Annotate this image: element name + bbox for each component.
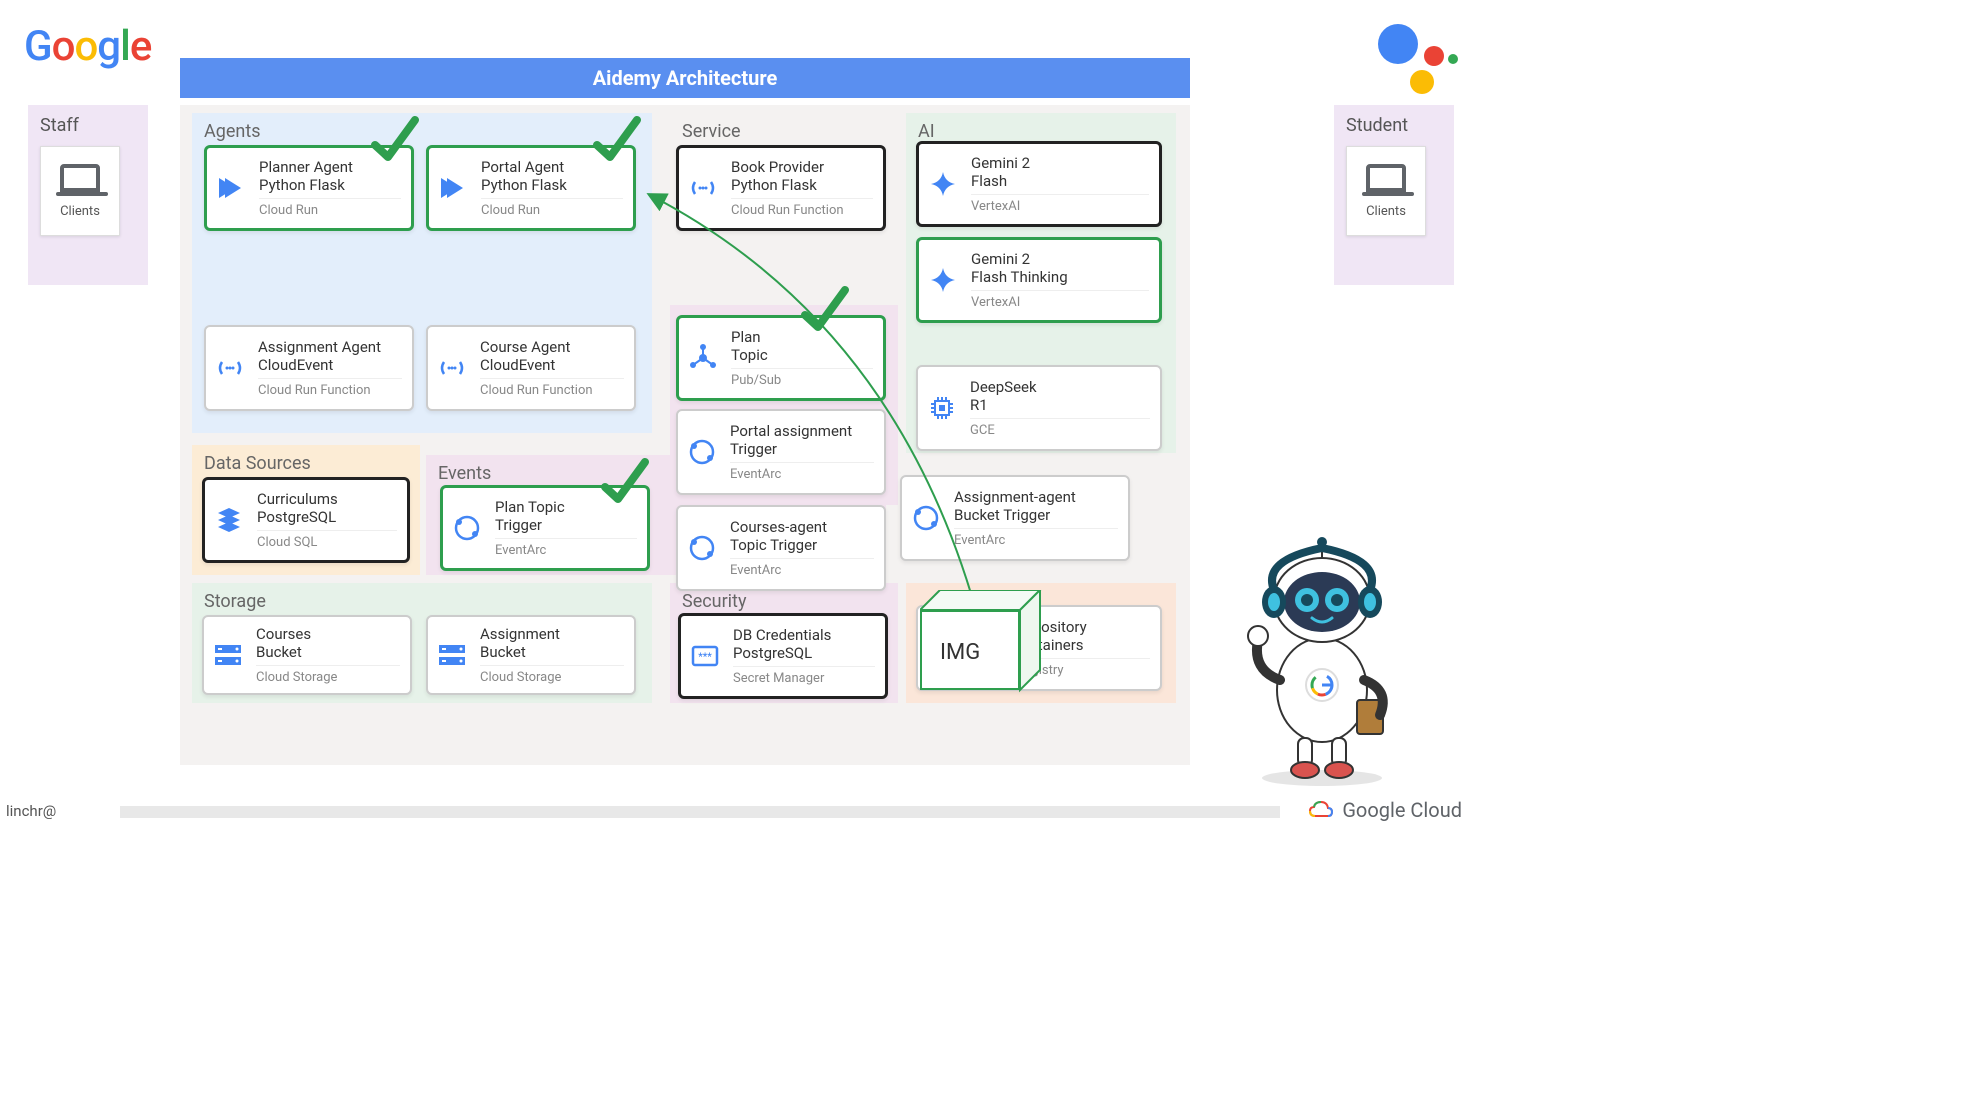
card-assignment-agent-trigger: Assignment-agentBucket TriggerEventArc (900, 475, 1130, 561)
function-icon (679, 148, 727, 228)
student-panel: Student Clients (1334, 105, 1454, 285)
svg-text:***: *** (698, 652, 712, 663)
zone-agents-title: Agents (204, 121, 640, 142)
student-client-label: Clients (1366, 204, 1406, 219)
img-cube-label: IMG (940, 640, 980, 665)
google-logo: Google (24, 22, 151, 71)
laptop-icon (1366, 164, 1406, 192)
storage-icon (204, 617, 252, 693)
function-icon (428, 327, 476, 409)
staff-panel: Staff Clients (28, 105, 148, 285)
footer-brand-text: Google Cloud (1342, 798, 1462, 822)
check-icon (592, 115, 642, 165)
card-assignment-agent: Assignment AgentCloudEventCloud Run Func… (204, 325, 414, 411)
gemini-icon (919, 144, 967, 224)
card-gemini-flash: Gemini 2FlashVertexAI (916, 141, 1162, 227)
footer-user: linchr@ (6, 802, 56, 820)
card-assignment-bucket: AssignmentBucketCloud Storage (426, 615, 636, 695)
eventarc-icon (678, 411, 726, 493)
gemini-icon (919, 240, 967, 320)
card-plan-topic: PlanTopicPub/Sub (676, 315, 886, 401)
student-title: Student (1346, 115, 1442, 136)
student-client-card: Clients (1346, 146, 1426, 236)
assistant-logo (1368, 24, 1458, 104)
card-gemini-flash-thinking: Gemini 2Flash ThinkingVertexAI (916, 237, 1162, 323)
card-curriculums: CurriculumsPostgreSQLCloud SQL (202, 477, 410, 563)
cloud-run-icon (429, 148, 477, 228)
cloud-run-icon (207, 148, 255, 228)
footer-bar (120, 806, 1280, 818)
eventarc-icon (902, 477, 950, 559)
pubsub-icon (679, 318, 727, 398)
staff-title: Staff (40, 115, 136, 136)
storage-icon (428, 617, 476, 693)
zone-ai-title: AI (918, 121, 1164, 142)
staff-client-card: Clients (40, 146, 120, 236)
zone-security-title: Security (682, 591, 886, 612)
check-icon (600, 457, 650, 507)
robot-mascot (1222, 530, 1422, 790)
google-cloud-icon (1308, 800, 1334, 820)
eventarc-icon (443, 488, 491, 568)
card-course-agent: Course AgentCloudEventCloud Run Function (426, 325, 636, 411)
zone-datasources-title: Data Sources (204, 453, 408, 474)
zone-storage-title: Storage (204, 591, 640, 612)
check-icon (370, 115, 420, 165)
title-bar: Aidemy Architecture (180, 58, 1190, 98)
gce-icon (918, 367, 966, 449)
card-portal-trigger: Portal assignmentTriggerEventArc (676, 409, 886, 495)
footer-google-cloud: Google Cloud (1308, 798, 1462, 822)
zone-service-title: Service (682, 121, 886, 142)
eventarc-icon (678, 507, 726, 589)
card-book-provider: Book ProviderPython FlaskCloud Run Funct… (676, 145, 886, 231)
laptop-icon (60, 164, 100, 192)
card-db-credentials: *** DB CredentialsPostgreSQLSecret Manag… (678, 613, 888, 699)
card-courses-bucket: CoursesBucketCloud Storage (202, 615, 412, 695)
secret-manager-icon: *** (681, 616, 729, 696)
cloudsql-icon (205, 480, 253, 560)
staff-client-label: Clients (60, 204, 100, 219)
function-icon (206, 327, 254, 409)
card-deepseek: DeepSeekR1GCE (916, 365, 1162, 451)
check-icon (800, 285, 850, 335)
card-courses-agent-trigger: Courses-agentTopic TriggerEventArc (676, 505, 886, 591)
